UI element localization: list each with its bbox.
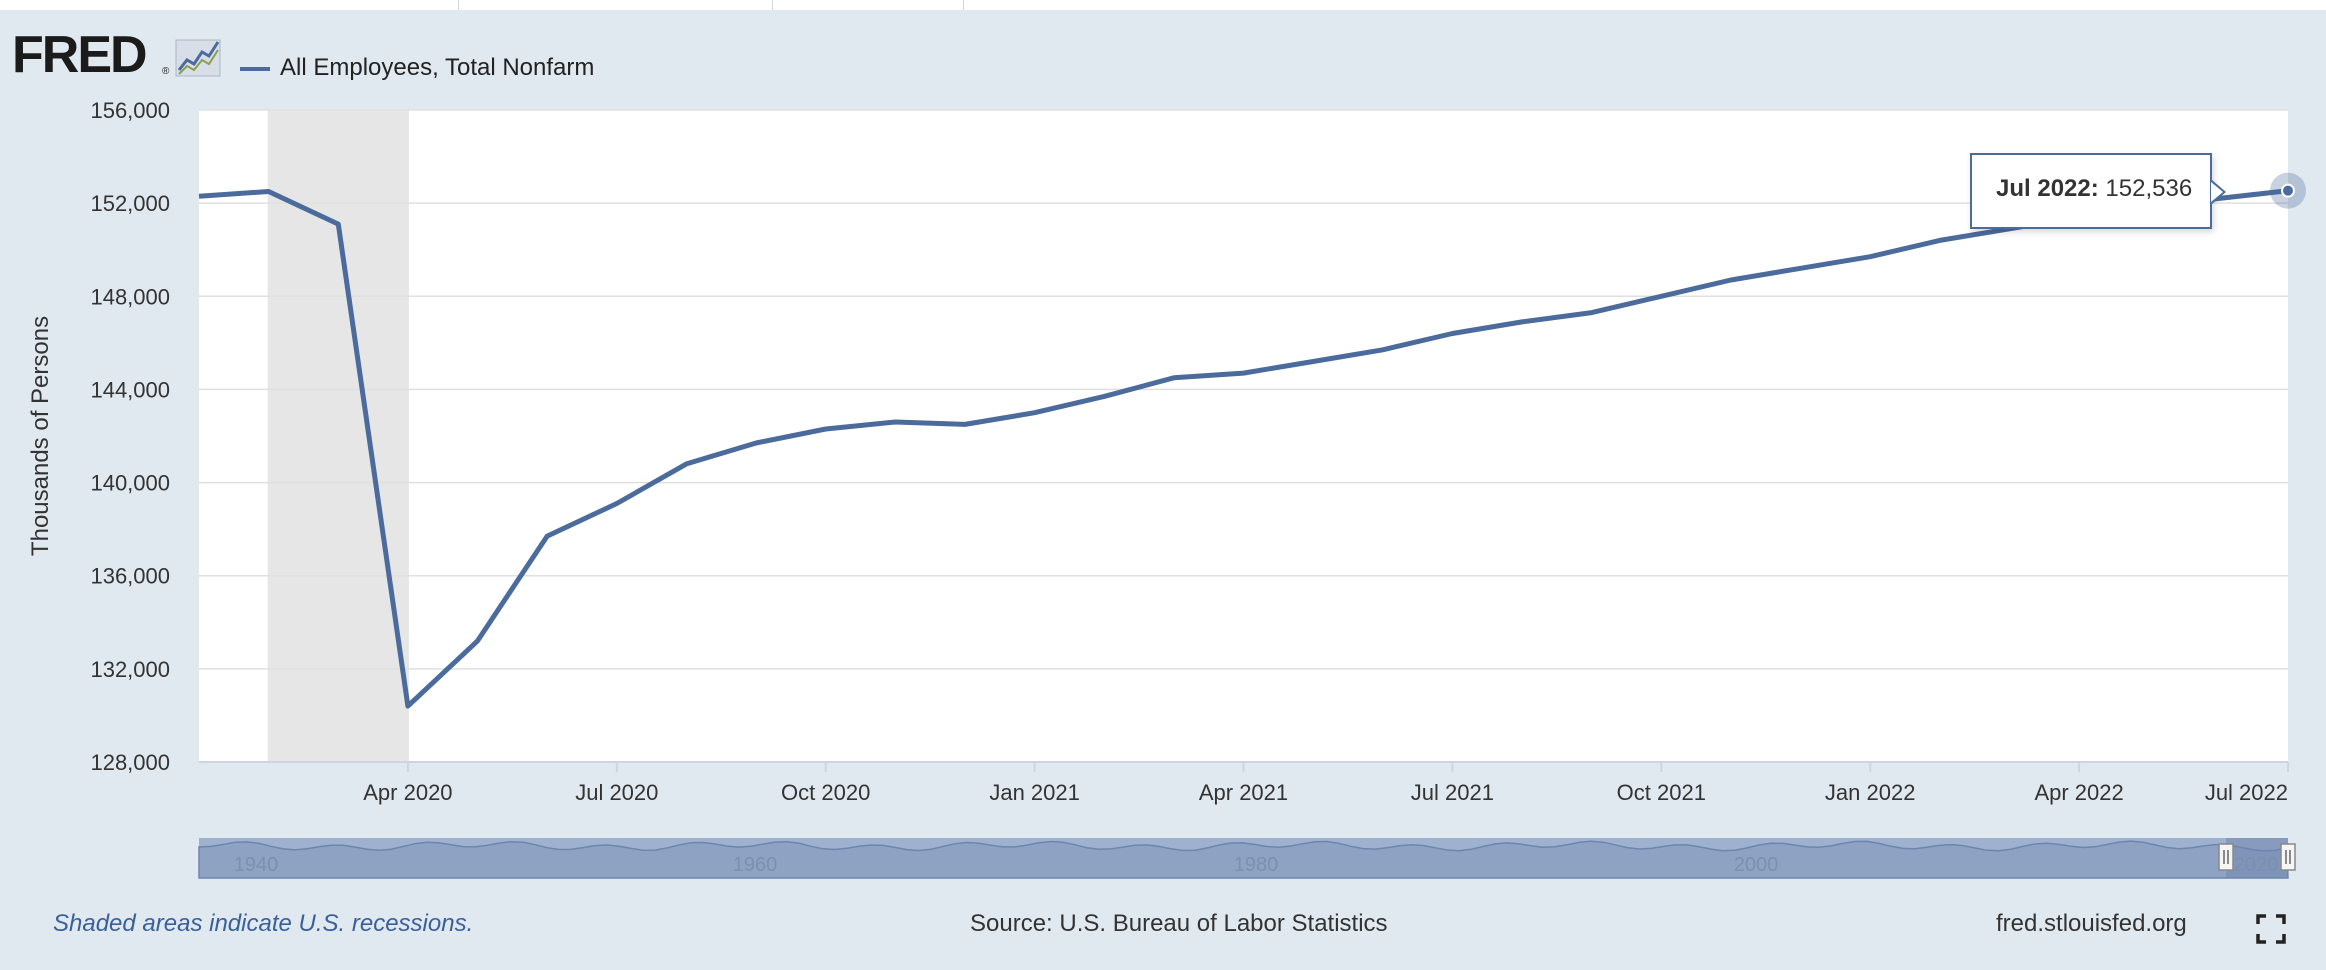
data-point[interactable]: [1027, 405, 1043, 421]
navigator-series: [198, 840, 2289, 879]
hover-marker[interactable]: [2281, 183, 2295, 198]
y-tick-label: 128,000: [90, 750, 170, 775]
tooltip-date: Jul 2022:: [1996, 175, 2099, 202]
data-point[interactable]: [1793, 260, 1809, 276]
data-point[interactable]: [1862, 249, 1878, 265]
data-point[interactable]: [1096, 388, 1112, 404]
recession-shade: [267, 110, 409, 762]
navigator-selection[interactable]: [2226, 838, 2288, 878]
fred-site-link[interactable]: fred.stlouisfed.org: [1996, 910, 2187, 937]
x-tick-label: Jul 2020: [575, 780, 658, 805]
x-tick-label: Oct 2020: [781, 780, 870, 805]
data-point[interactable]: [1653, 288, 1669, 304]
navigator-handle[interactable]: [2280, 843, 2296, 871]
fred-graph-icon: [175, 39, 221, 77]
data-point[interactable]: [1444, 326, 1460, 342]
data-point[interactable]: [1514, 314, 1530, 330]
data-point[interactable]: [678, 456, 694, 472]
y-tick-label: 152,000: [90, 191, 170, 216]
data-point[interactable]: [609, 496, 625, 512]
x-tick-label: Oct 2021: [1617, 780, 1706, 805]
plot-background: [199, 110, 2288, 762]
y-tick-label: 156,000: [90, 98, 170, 123]
chart-area: 128,000 132,000 136,000 140,000 144,000 148,0…: [27, 98, 2306, 879]
data-point[interactable]: [1723, 272, 1739, 288]
data-point[interactable]: [330, 216, 346, 232]
navigator-handle[interactable]: [2218, 843, 2234, 871]
tooltip-arrow-inner: [2211, 182, 2223, 202]
source-note: Source: U.S. Bureau of Labor Statistics: [970, 910, 1388, 937]
top-bar: [0, 0, 2326, 10]
data-point[interactable]: [1932, 232, 1948, 248]
navigator-label: 2020: [2234, 854, 2279, 876]
x-tick-label: Jan 2021: [989, 780, 1080, 805]
x-tick-label: Apr 2021: [1199, 780, 1288, 805]
data-point[interactable]: [400, 698, 416, 714]
registered-mark: ®: [162, 66, 170, 77]
recession-note: Shaded areas indicate U.S. recessions.: [53, 910, 474, 937]
navigator-label: 1960: [733, 854, 778, 876]
chart-header: FRED ® All Employees, Total Nonfarm: [0, 18, 2326, 88]
top-bar-divider: [963, 0, 964, 10]
y-axis-label: Thousands of Persons: [27, 316, 54, 556]
navigator-label: 2000: [1734, 854, 1779, 876]
x-tick-label: Jul 2022: [2205, 780, 2288, 805]
series-line: [198, 188, 2289, 709]
data-point[interactable]: [261, 184, 277, 200]
y-tick-label: 136,000: [90, 564, 170, 589]
top-bar-divider: [772, 0, 773, 10]
data-point[interactable]: [191, 188, 207, 204]
data-point[interactable]: [1166, 370, 1182, 386]
data-point[interactable]: [1584, 305, 1600, 321]
fred-logo[interactable]: FRED: [12, 26, 148, 84]
data-point[interactable]: [1236, 365, 1252, 381]
data-tooltip: Jul 2022: 152,536: [1970, 153, 2212, 229]
x-tick-label: Apr 2020: [363, 780, 452, 805]
navigator-label: 1980: [1234, 854, 1279, 876]
top-bar-divider: [458, 0, 459, 10]
y-tick-label: 148,000: [90, 284, 170, 309]
y-tick-label: 140,000: [90, 471, 170, 496]
tooltip-value: 152,536: [2105, 175, 2193, 202]
data-point[interactable]: [818, 421, 834, 437]
x-tick-label: Jul 2021: [1411, 780, 1494, 805]
legend-swatch: [240, 67, 270, 71]
data-point[interactable]: [887, 414, 903, 430]
data-point[interactable]: [539, 528, 555, 544]
x-tick-label: Apr 2022: [2034, 780, 2123, 805]
data-point[interactable]: [957, 416, 973, 432]
fullscreen-icon[interactable]: [2256, 914, 2286, 944]
legend-series-label: All Employees, Total Nonfarm: [280, 54, 595, 81]
data-point[interactable]: [1375, 342, 1391, 358]
data-point[interactable]: [1305, 353, 1321, 369]
data-point[interactable]: [748, 435, 764, 451]
navigator-label: 1940: [234, 854, 279, 876]
tooltip-text: Jul 2022: 152,536: [1996, 175, 2192, 203]
y-tick-label: 132,000: [90, 657, 170, 682]
data-point[interactable]: [470, 633, 486, 649]
x-tick-label: Jan 2022: [1825, 780, 1916, 805]
y-tick-label: 144,000: [90, 377, 170, 402]
